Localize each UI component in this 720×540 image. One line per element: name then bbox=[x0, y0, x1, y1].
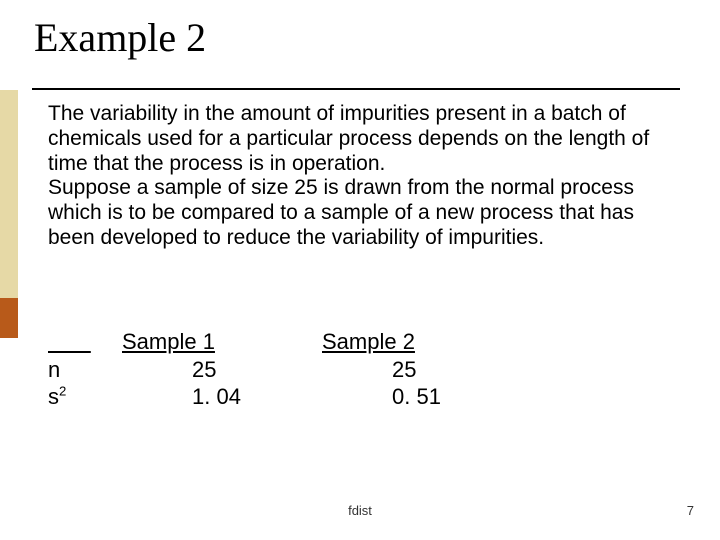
cell-var-s2: 0. 51 bbox=[322, 383, 522, 411]
row-label-n: n bbox=[48, 356, 122, 384]
accent-bar-light bbox=[0, 90, 18, 298]
cell-var-s1: 1. 04 bbox=[122, 383, 322, 411]
accent-bar-dark bbox=[0, 298, 18, 338]
label-sup: 2 bbox=[59, 384, 66, 399]
row-label-s2: s2 bbox=[48, 383, 122, 411]
paragraph-1: The variability in the amount of impurit… bbox=[48, 102, 672, 176]
label-base: s bbox=[48, 384, 59, 409]
page-number: 7 bbox=[687, 503, 694, 518]
table-header-row: Sample 1 Sample 2 bbox=[48, 328, 522, 356]
cell-n-s2: 25 bbox=[322, 356, 522, 384]
header-empty bbox=[48, 328, 122, 356]
header-sample-1: Sample 1 bbox=[122, 328, 322, 356]
footer-label: fdist bbox=[0, 503, 720, 518]
paragraph-2: Suppose a sample of size 25 is drawn fro… bbox=[48, 176, 672, 250]
slide-title: Example 2 bbox=[0, 0, 720, 61]
body-text: The variability in the amount of impurit… bbox=[48, 102, 672, 251]
slide: Example 2 The variability in the amount … bbox=[0, 0, 720, 540]
title-rule bbox=[32, 88, 680, 90]
data-table: Sample 1 Sample 2 n 25 25 s2 1. 04 0. 51 bbox=[48, 328, 522, 411]
table-row: n 25 25 bbox=[48, 356, 522, 384]
cell-n-s1: 25 bbox=[122, 356, 322, 384]
table-row: s2 1. 04 0. 51 bbox=[48, 383, 522, 411]
header-sample-2: Sample 2 bbox=[322, 328, 522, 356]
